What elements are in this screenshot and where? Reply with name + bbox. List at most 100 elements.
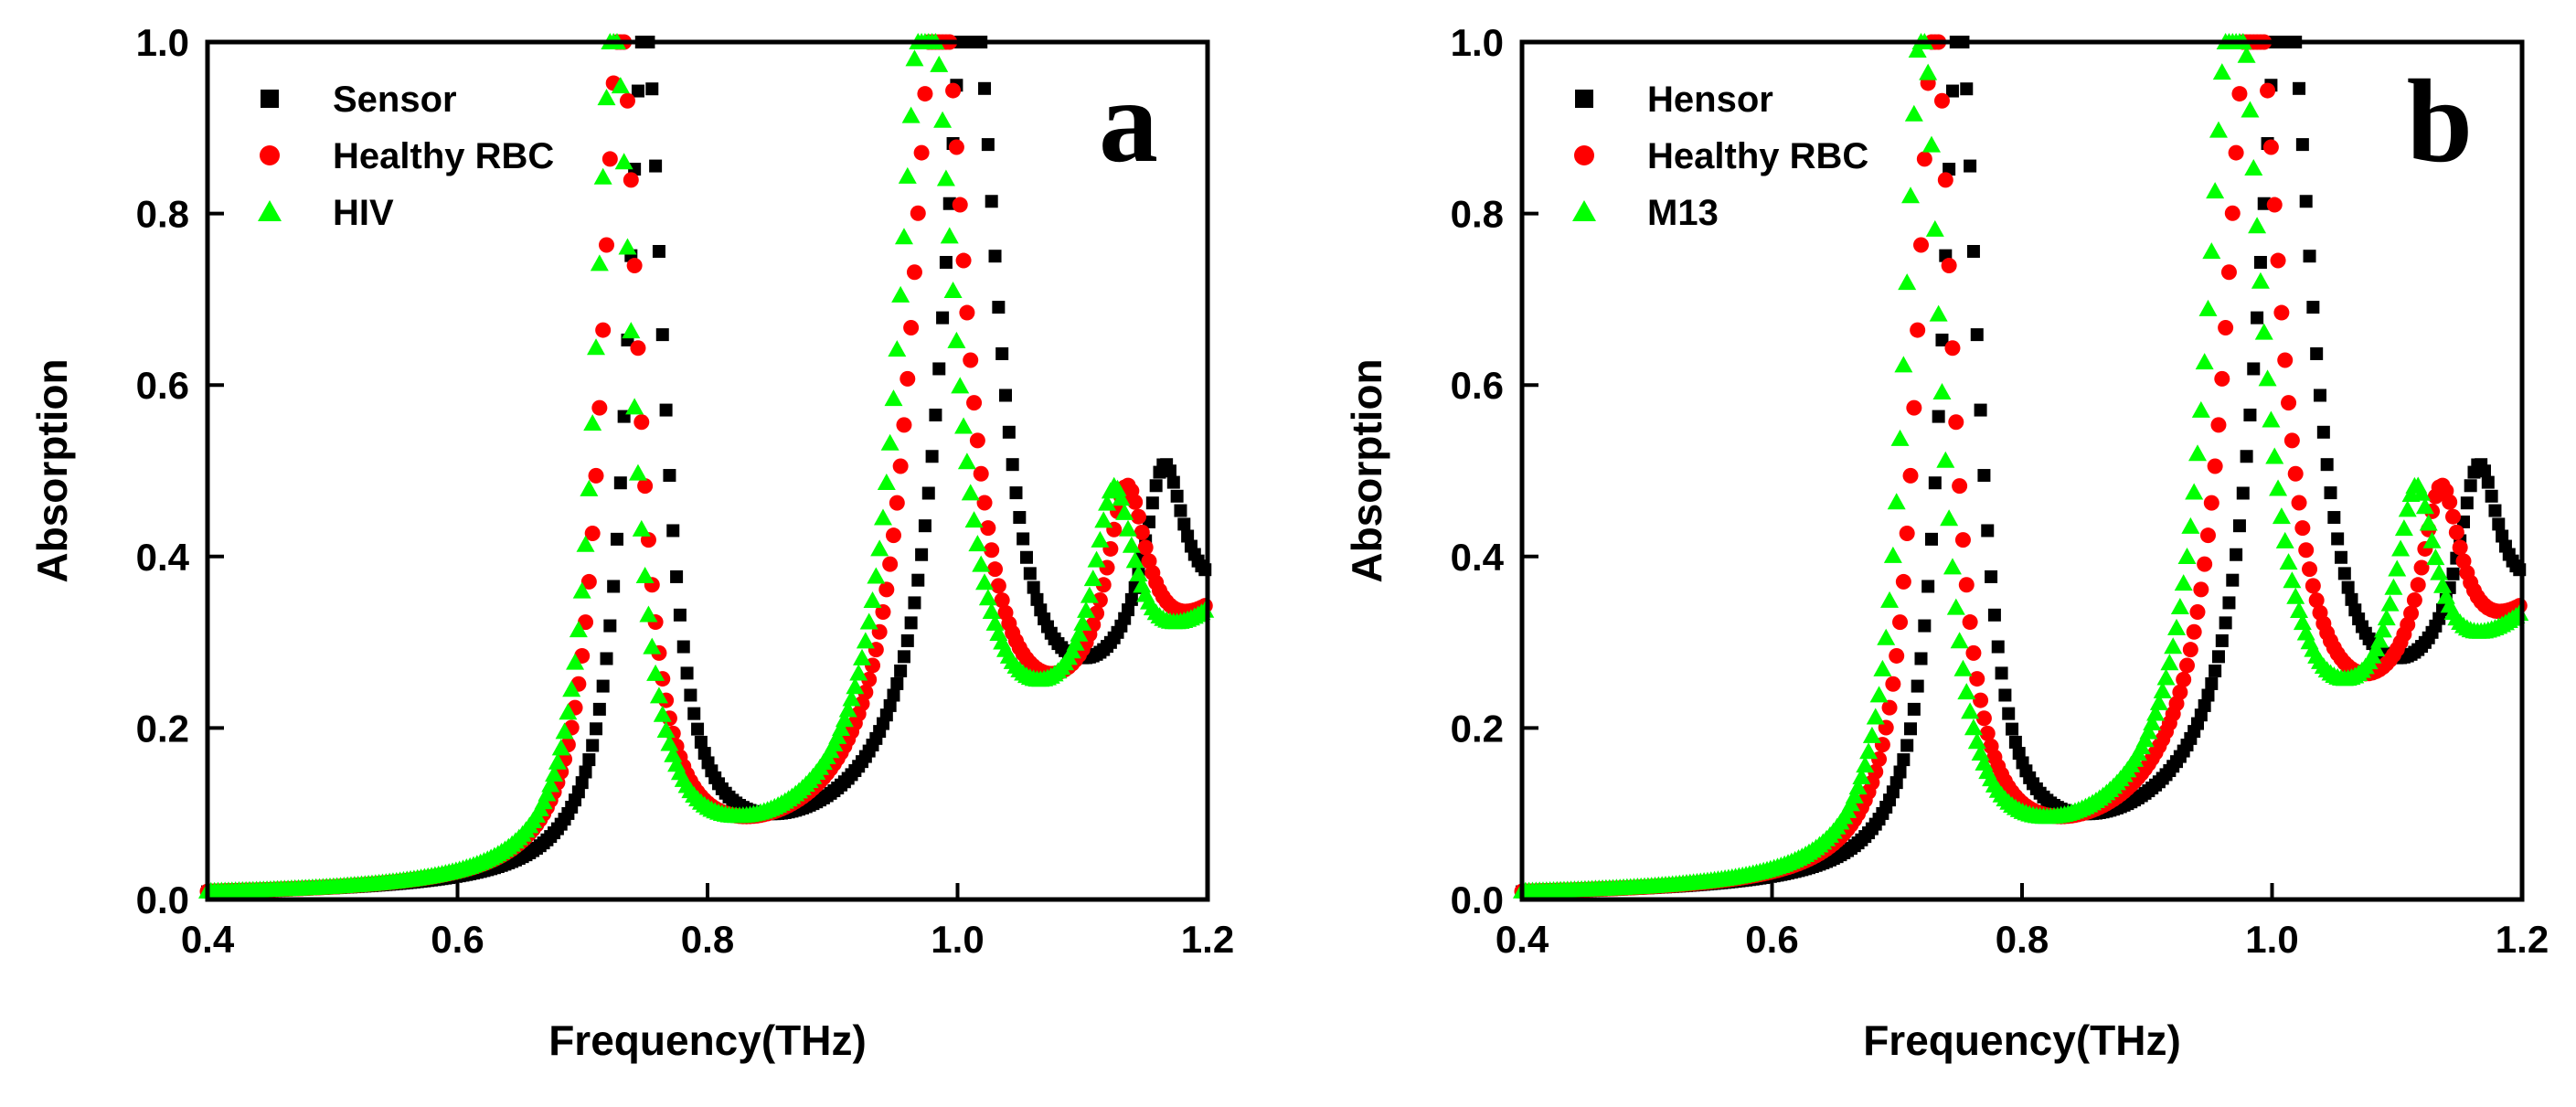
data-point (572, 581, 591, 599)
data-point (2006, 722, 2019, 736)
panel-b-y-tick-label: 0.6 (1451, 364, 1504, 407)
data-point (992, 301, 1006, 314)
data-point (936, 311, 950, 325)
data-point (1890, 429, 1910, 446)
data-point (1006, 458, 1019, 472)
data-point (1095, 577, 1112, 593)
data-point (894, 228, 913, 245)
data-point (857, 684, 874, 700)
data-point (911, 573, 925, 587)
data-point (1921, 580, 1935, 593)
panel-b-letter: b (2407, 56, 2473, 187)
panel-b: 0.4 0.6 0.8 1.0 1.2 0.0 0.2 0.4 0.6 0.8 1.0 b Hens… (1343, 21, 2549, 1064)
data-point (2215, 633, 2229, 647)
data-point (2199, 527, 2216, 544)
data-point (2455, 553, 2472, 569)
data-point (1958, 577, 1975, 593)
data-point (972, 555, 991, 572)
data-point (1941, 258, 1957, 274)
data-point (873, 508, 892, 526)
data-point (649, 687, 668, 704)
data-point (896, 417, 912, 433)
data-point (2170, 598, 2189, 615)
data-point (947, 331, 966, 348)
panel-a-x-tick-label: 0.4 (181, 918, 235, 961)
data-point (1943, 558, 1962, 575)
data-point (1885, 676, 1901, 692)
data-point (1091, 530, 1110, 548)
data-point (954, 417, 974, 434)
data-point (2230, 548, 2243, 561)
data-point (538, 784, 557, 802)
data-point (1094, 511, 1113, 528)
data-point (2156, 668, 2176, 686)
data-point (1918, 619, 1932, 633)
data-point (2327, 511, 2341, 525)
data-point (1893, 765, 1907, 779)
data-point (583, 414, 602, 431)
data-point (2236, 486, 2250, 500)
panel-a-y-axis-label: Absorption (28, 358, 76, 582)
data-point (2201, 688, 2215, 702)
data-point (2293, 81, 2306, 95)
data-point (579, 765, 592, 779)
data-point (2430, 563, 2449, 580)
data-point (910, 205, 926, 221)
data-point (2279, 553, 2298, 570)
panel-b-x-tick-label: 0.6 (1745, 918, 1798, 961)
data-point (2308, 592, 2325, 609)
data-point (2195, 353, 2214, 370)
data-point (2269, 479, 2288, 496)
data-point (1961, 702, 1980, 719)
data-point (1895, 573, 1911, 590)
data-point (1877, 628, 1896, 645)
data-point (901, 106, 921, 123)
data-point (1901, 186, 1921, 204)
data-point (2305, 578, 2321, 594)
data-point (2488, 504, 2502, 517)
data-point (1985, 569, 1998, 583)
data-point (1859, 742, 1879, 760)
data-point (1170, 489, 1184, 503)
data-point (2240, 450, 2253, 463)
data-point (887, 688, 900, 702)
panel-a: 0.4 0.6 0.8 1.0 1.2 0.0 0.2 0.4 0.6 0.8 1.0 a Sens… (28, 21, 1234, 1064)
data-point (2002, 707, 2016, 720)
data-point (921, 486, 935, 500)
panel-a-x-tick-label: 1.2 (1181, 918, 1234, 961)
data-point (593, 167, 612, 185)
data-point (2306, 301, 2320, 314)
data-point (964, 511, 984, 528)
data-point (987, 561, 1004, 578)
panel-b-y-tick-label: 1.0 (1451, 21, 1504, 64)
data-point (1883, 546, 1902, 563)
data-point (2197, 556, 2213, 572)
data-point (945, 82, 962, 99)
data-point (1960, 82, 1974, 96)
data-point (2258, 369, 2277, 387)
data-point (885, 527, 901, 544)
data-point (1873, 659, 1892, 676)
data-point (1002, 425, 1016, 439)
panel-b-x-tick-label: 1.2 (2496, 918, 2549, 961)
data-point (1112, 489, 1131, 506)
data-point (1969, 671, 1985, 687)
data-point (2412, 484, 2432, 501)
data-point (2314, 389, 2327, 402)
data-point (2254, 323, 2273, 340)
data-point (2209, 121, 2228, 138)
data-point (2243, 408, 2257, 421)
data-point (900, 633, 914, 647)
data-point (2143, 714, 2162, 731)
data-point (1887, 493, 1906, 510)
data-point (1070, 624, 1089, 642)
data-point (1995, 666, 2008, 680)
data-point (2177, 547, 2197, 564)
data-point (590, 722, 603, 736)
data-point (1889, 647, 1905, 664)
data-point (1125, 551, 1144, 569)
data-point (959, 304, 975, 321)
data-point (2176, 671, 2192, 687)
data-point (2153, 681, 2172, 698)
data-point (2481, 475, 2495, 489)
